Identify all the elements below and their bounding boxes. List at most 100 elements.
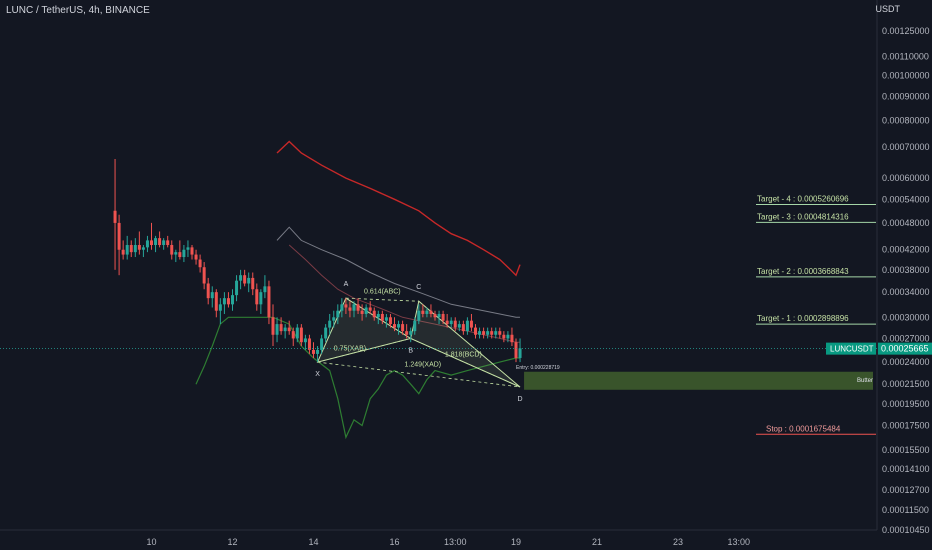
candle-body <box>190 247 194 255</box>
candle-body <box>506 334 510 339</box>
price-tick-label: 0.00011500 <box>882 505 929 515</box>
price-tick-label: 0.00010450 <box>882 525 930 535</box>
time-tick-label: 14 <box>308 537 318 547</box>
pattern-ratio-label: 0.75(XAB) <box>334 346 366 353</box>
candle-body <box>307 338 311 350</box>
candle-body <box>312 349 315 354</box>
last-price-label: 0.00025665 <box>881 344 929 354</box>
candle-body <box>145 240 149 248</box>
candle-body <box>478 331 482 335</box>
price-tick-label: 0.00048000 <box>882 218 930 228</box>
candle-body <box>474 327 477 335</box>
pattern-point-a: A <box>344 281 349 288</box>
pattern-dashed-line <box>317 361 521 388</box>
candle-body <box>267 286 271 318</box>
candle-body <box>401 324 405 332</box>
candle-body <box>150 240 153 246</box>
candle-body <box>449 320 453 325</box>
harmonic-pattern: X A B C D 0.614(ABC) 0.75(XAB) 1.249(XAD)1.818(… <box>315 281 873 403</box>
candle-body <box>214 292 218 311</box>
pattern-point-c: C <box>416 284 421 291</box>
price-axis[interactable]: 0.00125000 0.00110000 0.00100000 0.00090000… <box>826 26 932 535</box>
candle-body <box>178 252 182 258</box>
candle-body <box>210 292 214 299</box>
time-tick-label: 10 <box>146 537 156 547</box>
price-tick-label: 0.00125000 <box>882 26 930 36</box>
candle-body <box>283 327 287 332</box>
price-tick-label: 0.00110000 <box>882 51 929 61</box>
candle-body <box>348 307 352 311</box>
candle-body <box>121 249 125 255</box>
candle-body <box>328 320 332 328</box>
time-tick-label: 19 <box>511 537 521 547</box>
candle-body <box>441 313 445 321</box>
candle-body <box>384 317 388 321</box>
candle-body <box>251 277 255 290</box>
pattern-dashed-line <box>317 338 411 363</box>
price-tick-label: 0.00080000 <box>882 115 930 125</box>
price-tick-label: 0.00090000 <box>882 92 930 102</box>
price-tick-label: 0.00100000 <box>882 71 930 81</box>
candle-body <box>133 245 137 253</box>
candle-body <box>336 310 340 318</box>
candle-body <box>141 247 145 250</box>
level-label-target: Target - 3 : 0.0004814316 <box>757 212 849 221</box>
pattern-point-d: D <box>518 396 523 403</box>
candle-body <box>405 331 409 335</box>
candle-body <box>518 348 522 358</box>
candle-body <box>437 313 441 318</box>
candle-body <box>275 324 279 335</box>
candle-body <box>352 304 356 311</box>
time-tick-label: 23 <box>673 537 683 547</box>
candles <box>0 158 877 363</box>
candle-body <box>226 298 230 305</box>
pattern-dashed-line <box>410 338 521 388</box>
candle-body <box>413 320 417 332</box>
time-tick-label: 13:00 <box>727 537 750 547</box>
candle-body <box>380 313 384 321</box>
candle-body <box>445 320 449 325</box>
candle-body <box>218 304 222 311</box>
candle-body <box>170 245 174 255</box>
symbol-tag: LUNCUSDT <box>830 345 874 354</box>
candle-body <box>222 298 226 305</box>
candle-body <box>316 349 320 354</box>
candle-body <box>490 331 494 335</box>
candle-body <box>393 324 396 328</box>
candle-body <box>368 307 372 311</box>
candle-body <box>421 310 425 314</box>
candle-body <box>453 320 457 328</box>
time-tick-label: 12 <box>227 537 237 547</box>
candle-body <box>457 324 461 328</box>
time-axis[interactable]: 10 12 14 16 13:00 19 21 23 13:00 <box>146 537 750 547</box>
candle-body <box>486 331 490 335</box>
candle-body <box>324 327 328 339</box>
candle-body <box>235 280 239 296</box>
candle-body <box>494 331 498 335</box>
candle-body <box>388 317 392 325</box>
candle-body <box>259 292 263 305</box>
candle-body <box>429 310 433 314</box>
candle-body <box>231 295 234 305</box>
symbol-title: LUNC / TetherUS, 4h, BINANCE <box>6 5 150 16</box>
candle-body <box>332 317 336 321</box>
candle-body <box>364 307 368 314</box>
candle-body <box>425 310 429 314</box>
candle-body <box>263 286 267 293</box>
band-upper-red <box>276 140 521 277</box>
band-upper-gray <box>276 226 520 318</box>
candle-body <box>303 338 307 343</box>
candle-body <box>247 277 251 284</box>
candle-body <box>397 324 401 328</box>
candle-body <box>340 304 344 311</box>
price-tick-label: 0.00038000 <box>882 265 930 275</box>
time-tick-label: 13:00 <box>444 537 467 547</box>
candle-body <box>158 238 162 246</box>
candle-body <box>502 334 506 339</box>
pattern-ratio-label: 0.614(ABC) <box>364 288 401 295</box>
price-tick-label: 0.00042000 <box>882 245 930 255</box>
candle-body <box>498 331 502 335</box>
entry-label: Entry: 0.000228719 <box>516 365 560 371</box>
candle-body <box>271 317 275 335</box>
